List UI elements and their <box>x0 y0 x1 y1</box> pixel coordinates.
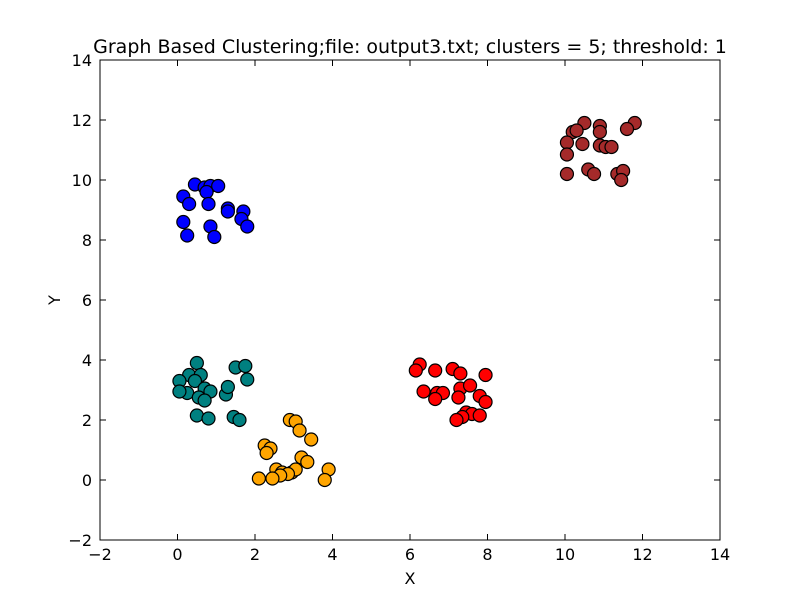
data-point <box>187 373 203 389</box>
data-point <box>428 391 443 407</box>
cluster-series-3 <box>172 355 255 428</box>
chart-title: Graph Based Clustering;file: output3.txt… <box>93 36 727 58</box>
data-point <box>569 123 584 138</box>
x-axis-label: X <box>405 569 416 588</box>
y-axis-label: Y <box>45 295 64 306</box>
data-point <box>416 384 431 399</box>
data-point <box>197 393 212 408</box>
cluster-series-2 <box>559 115 642 188</box>
y-tick-label: 4 <box>82 351 92 370</box>
data-point <box>592 124 607 140</box>
x-tick-label: 12 <box>632 545 652 564</box>
data-point <box>238 358 253 374</box>
data-point <box>559 147 575 162</box>
x-tick-label: 14 <box>710 545 730 564</box>
data-point <box>220 379 235 395</box>
data-point <box>240 219 255 234</box>
x-tick-label: −2 <box>88 545 112 564</box>
y-tick-label: 8 <box>82 231 92 250</box>
y-tick-label: 14 <box>72 51 92 70</box>
y-tick-label: −2 <box>68 531 92 550</box>
plot-area <box>99 59 721 541</box>
data-point <box>201 196 216 212</box>
data-point <box>478 394 493 410</box>
data-point <box>472 408 487 423</box>
data-point <box>575 136 590 152</box>
data-point <box>189 355 204 371</box>
data-point <box>614 172 629 188</box>
data-point <box>199 184 214 200</box>
x-tick-label: 6 <box>405 545 415 564</box>
data-point <box>207 229 222 245</box>
data-point <box>317 472 332 488</box>
data-point <box>259 445 274 461</box>
x-tick-label: 4 <box>327 545 337 564</box>
cluster-series-1 <box>176 177 255 245</box>
y-tick-label: 10 <box>72 171 92 190</box>
data-point <box>453 366 468 381</box>
data-point <box>428 363 443 378</box>
data-point <box>478 367 493 383</box>
x-tick-label: 8 <box>482 545 492 564</box>
data-point <box>172 384 187 399</box>
data-point <box>462 378 478 393</box>
data-point <box>182 196 197 212</box>
data-point <box>265 471 280 486</box>
y-tick-label: 6 <box>82 291 92 310</box>
data-point <box>189 408 204 423</box>
data-point <box>451 390 466 405</box>
data-point <box>176 214 191 230</box>
y-tick-label: 12 <box>72 111 92 130</box>
data-point <box>604 139 619 155</box>
data-point <box>586 166 602 182</box>
axis-ticks: −2 0 2 4 6 8 10 12 14 −2 0 2 4 6 8 10 12 14 <box>68 51 730 564</box>
x-tick-label: 0 <box>172 545 182 564</box>
data-point <box>220 204 235 219</box>
data-point <box>292 423 307 438</box>
data-point <box>559 135 575 150</box>
data-point <box>211 178 226 194</box>
x-tick-label: 2 <box>250 545 260 564</box>
data-point <box>201 411 216 426</box>
x-tick-label: 10 <box>555 545 575 564</box>
data-point <box>232 412 247 428</box>
data-point <box>240 372 255 387</box>
data-point <box>180 228 195 243</box>
cluster-series-4 <box>408 357 493 428</box>
data-point <box>300 454 315 470</box>
y-tick-label: 2 <box>82 411 92 430</box>
data-point <box>449 412 464 428</box>
data-point <box>251 471 266 486</box>
data-point <box>559 166 575 182</box>
data-point <box>304 432 319 447</box>
data-point <box>619 121 635 137</box>
cluster-series-5 <box>251 412 336 488</box>
data-points <box>172 115 642 488</box>
data-point <box>408 363 423 378</box>
y-tick-label: 0 <box>82 471 92 490</box>
